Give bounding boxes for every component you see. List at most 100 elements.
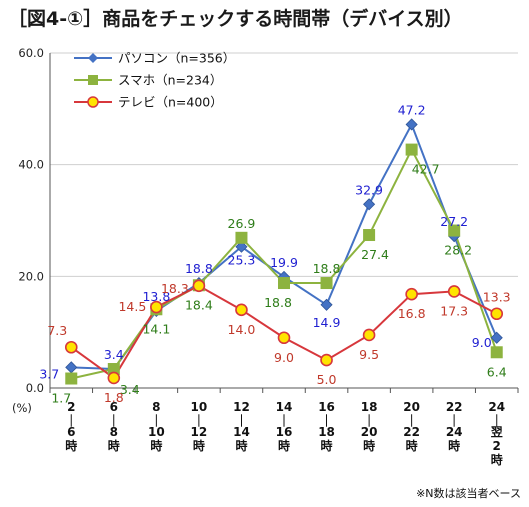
x-tick-label: 24 xyxy=(488,400,505,414)
data-label: 9.5 xyxy=(359,347,379,362)
data-point xyxy=(65,372,78,385)
x-tick-label: ｜ xyxy=(321,413,333,428)
data-label: 18.3 xyxy=(161,281,189,296)
x-tick-label: 時 xyxy=(235,438,247,453)
data-point xyxy=(363,229,376,242)
data-label: 28.2 xyxy=(444,243,472,258)
x-tick-label: 6 xyxy=(67,425,75,439)
data-label: 3.4 xyxy=(120,382,140,397)
x-tick-label: 時 xyxy=(150,438,162,453)
x-tick-label: 時 xyxy=(406,438,418,453)
data-point xyxy=(278,277,290,290)
x-tick-label: 20 xyxy=(361,425,378,439)
data-label: 19.9 xyxy=(270,255,298,270)
legend-marker xyxy=(88,75,98,85)
data-label: 16.8 xyxy=(398,306,426,321)
data-label: 18.8 xyxy=(264,295,292,310)
x-tick-label: 時 xyxy=(278,438,290,453)
x-tick-label: 時 xyxy=(321,438,333,453)
x-tick-label: ｜ xyxy=(108,413,120,428)
x-tick-label: 2 xyxy=(493,439,501,453)
data-label: 6.4 xyxy=(487,364,507,379)
x-tick-label: 24 xyxy=(446,425,463,439)
y-tick-label: 20.0 xyxy=(18,269,44,283)
x-tick-label: 8 xyxy=(152,400,160,414)
data-point xyxy=(235,231,248,244)
data-label: 27.4 xyxy=(361,247,389,262)
data-point xyxy=(320,298,333,311)
x-tick-label: 時 xyxy=(193,438,205,453)
data-label: 25.3 xyxy=(228,253,256,268)
axes: 0.020.040.060.0(%) 2｜6時6｜8時8｜10時10｜12時12｜… xyxy=(12,46,519,467)
data-point xyxy=(363,198,376,211)
data-point xyxy=(362,328,376,342)
data-label: 26.9 xyxy=(228,216,256,231)
data-label: 14.9 xyxy=(313,315,341,330)
data-point xyxy=(320,353,333,367)
data-label: 18.4 xyxy=(185,297,213,312)
data-point xyxy=(448,224,461,237)
x-tick-label: ｜ xyxy=(491,413,503,428)
y-tick-label: 60.0 xyxy=(18,46,44,60)
legend-label: スマホ（n=234） xyxy=(118,73,222,88)
data-label: 9.0 xyxy=(274,350,294,365)
data-label: 9.0 xyxy=(472,335,492,350)
data-point xyxy=(235,240,248,253)
data-point xyxy=(65,361,78,374)
legend-marker xyxy=(88,53,98,63)
data-point xyxy=(64,340,78,354)
data-label: 7.3 xyxy=(47,323,67,338)
data-label: 3.7 xyxy=(39,366,59,381)
x-tick-label: 8 xyxy=(110,425,118,439)
data-label: 5.0 xyxy=(317,372,337,387)
data-point xyxy=(150,300,163,314)
data-label: 14.0 xyxy=(228,322,256,337)
x-tick-label: 14 xyxy=(276,400,293,414)
legend-marker xyxy=(87,96,99,108)
x-tick-label: 時 xyxy=(448,438,460,453)
x-tick-label: 時 xyxy=(491,452,503,467)
x-tick-label: 6 xyxy=(110,400,118,414)
data-point xyxy=(447,285,461,298)
x-tick-label: 時 xyxy=(363,438,375,453)
data-label: 27.2 xyxy=(440,214,468,229)
data-label: 32.9 xyxy=(355,182,383,197)
data-label: 3.4 xyxy=(104,347,124,362)
data-point xyxy=(405,118,418,131)
x-tick-label: ｜ xyxy=(193,413,205,428)
data-label: 18.8 xyxy=(313,261,341,276)
legend-label: テレビ（n=400） xyxy=(118,95,223,110)
legend: パソコン（n=356） スマホ（n=234） テレビ（n=400） xyxy=(74,51,235,110)
x-tick-label: 22 xyxy=(403,425,420,439)
data-label: 14.5 xyxy=(118,299,146,314)
x-tick-label: ｜ xyxy=(235,413,247,428)
data-label: 1.8 xyxy=(104,390,124,405)
x-tick-label: 16 xyxy=(318,400,335,414)
data-label: 18.8 xyxy=(185,261,213,276)
data-point xyxy=(405,143,418,156)
footnote: ※N数は該当者ベース xyxy=(416,486,521,500)
x-tick-label: ｜ xyxy=(448,413,460,428)
x-tick-label: 12 xyxy=(233,400,250,414)
x-tick-label: 10 xyxy=(148,425,165,439)
x-tick-label: 12 xyxy=(191,425,208,439)
x-tick-label: ｜ xyxy=(406,413,418,428)
data-point xyxy=(320,277,333,290)
x-tick-label: 22 xyxy=(446,400,463,414)
data-point xyxy=(235,303,248,317)
data-label: 13.3 xyxy=(483,290,511,305)
x-tick-label: ｜ xyxy=(363,413,375,428)
x-tick-label: 18 xyxy=(318,425,335,439)
data-point xyxy=(490,331,503,344)
x-tick-label: 16 xyxy=(276,425,293,439)
data-point xyxy=(107,371,121,385)
series-markers xyxy=(64,118,504,385)
x-tick-label: ｜ xyxy=(150,413,162,428)
x-tick-label: 18 xyxy=(361,400,378,414)
x-tick-label: ｜ xyxy=(65,413,77,428)
data-labels: 3.7 3.4 13.8 18.8 25.3 19.9 14.9 32.9 47.2 27.2 9.… xyxy=(39,102,510,405)
x-tick-label: 翌 xyxy=(491,425,503,439)
chart-title: ［図4-①］商品をチェックする時間帯（デバイス別） xyxy=(8,7,463,30)
